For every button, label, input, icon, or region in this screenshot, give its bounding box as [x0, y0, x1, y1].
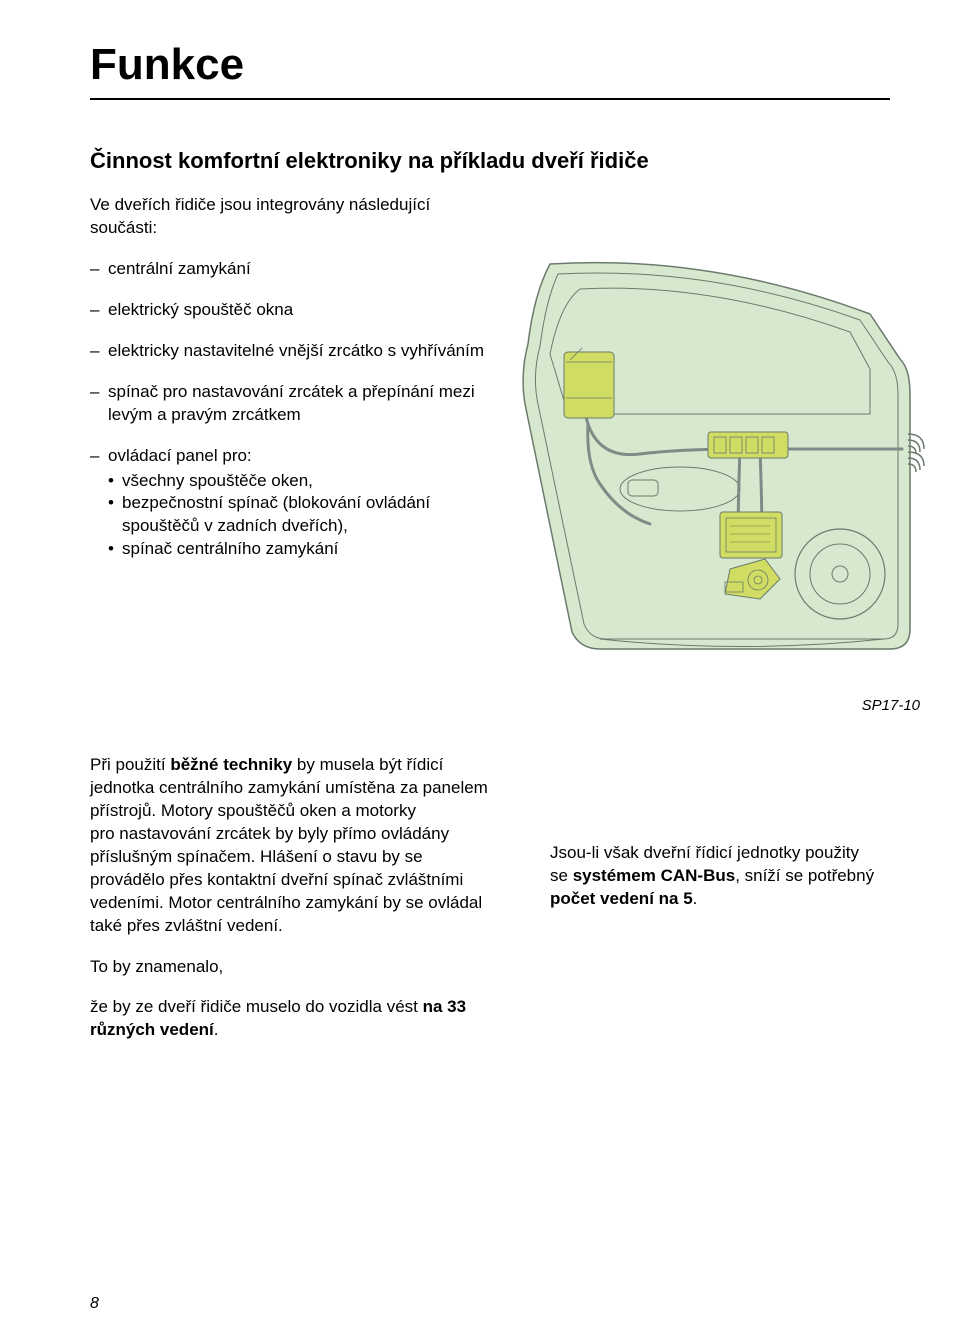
component-list: centrální zamykání elektrický spouštěč o…	[90, 258, 490, 561]
list-item: elektrický spouštěč okna	[90, 299, 490, 322]
body-paragraph: Při použití běžné techniky by musela být…	[90, 754, 490, 938]
text-bold: počet vedení na 5	[550, 889, 693, 908]
page-title: Funkce	[90, 40, 890, 90]
page-number: 8	[90, 1295, 99, 1313]
body-paragraph: že by ze dveří řidiče muselo do vozidla …	[90, 996, 490, 1042]
text-run: .	[214, 1020, 219, 1039]
list-item: spínač pro nastavování zrcátek a přepíná…	[90, 381, 490, 427]
list-item: všechny spouštěče oken,	[108, 470, 490, 493]
list-item: bezpečnostní spínač (blokování ovládání …	[108, 492, 490, 538]
text-bold: běžné techniky	[170, 755, 292, 774]
text-run: Při použití	[90, 755, 170, 774]
text-bold: systémem CAN-Bus	[573, 866, 736, 885]
text-run: , sníží se potřebný	[735, 866, 874, 885]
list-item: elektricky nastavitelné vnější zrcátko s…	[90, 340, 490, 363]
list-item: ovládací panel pro: všechny spouštěče ok…	[90, 445, 490, 562]
panel-sublist: všechny spouštěče oken, bezpečnostní spí…	[108, 470, 490, 562]
body-paragraph: To by znamenalo,	[90, 956, 490, 979]
text-run: .	[693, 889, 698, 908]
door-diagram	[510, 254, 930, 684]
text-run: by musela být řídicí jednotka centrálníh…	[90, 755, 488, 935]
list-item: centrální zamykání	[90, 258, 490, 281]
body-paragraph: Jsou-li však dveřní řídicí jednotky použ…	[550, 842, 890, 911]
intro-paragraph: Ve dveřích řidiče jsou integrovány násle…	[90, 194, 490, 240]
list-item: spínač centrálního zamykání	[108, 538, 490, 561]
figure-id: SP17-10	[510, 697, 930, 714]
section-subtitle: Činnost komfortní elektroniky na příklad…	[90, 148, 890, 174]
text-run: že by ze dveří řidiče muselo do vozidla …	[90, 997, 423, 1016]
panel-lead: ovládací panel pro:	[108, 446, 252, 465]
